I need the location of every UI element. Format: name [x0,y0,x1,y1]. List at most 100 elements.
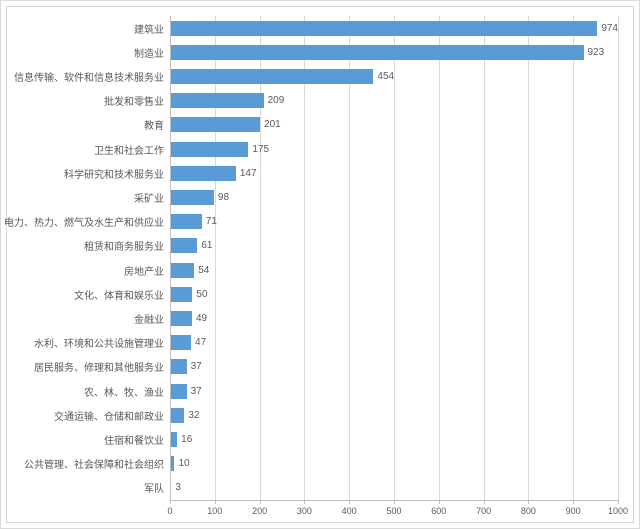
value-label: 175 [252,144,269,155]
bar-row: 房地产业54 [170,263,618,278]
value-label: 147 [240,168,257,179]
value-label: 10 [178,458,189,469]
bar-row: 制造业923 [170,45,618,60]
value-label: 201 [264,119,281,130]
gridline [484,16,485,500]
category-label: 文化、体育和娱乐业 [74,287,164,302]
gridline [304,16,305,500]
gridline [573,16,574,500]
bar [170,287,192,302]
bar-row: 教育201 [170,117,618,132]
category-label: 房地产业 [124,263,164,278]
bar [170,311,192,326]
gridline [215,16,216,500]
bar-row: 电力、热力、燃气及水生产和供应业71 [170,214,618,229]
bar-row: 交通运输、仓储和邮政业32 [170,408,618,423]
bar-row: 卫生和社会工作175 [170,142,618,157]
x-axis-line [170,500,618,501]
y-axis-line [170,16,171,500]
value-label: 47 [195,337,206,348]
category-label: 租赁和商务服务业 [84,238,164,253]
bar-row: 科学研究和技术服务业147 [170,166,618,181]
value-label: 923 [588,47,605,58]
value-label: 454 [377,71,394,82]
bar-row: 批发和零售业209 [170,93,618,108]
category-label: 住宿和餐饮业 [104,432,164,447]
x-tick-label: 200 [252,506,267,516]
category-label: 电力、热力、燃气及水生产和供应业 [4,214,164,229]
bar-row: 信息传输、软件和信息技术服务业454 [170,69,618,84]
gridline [439,16,440,500]
bar [170,93,264,108]
gridline [394,16,395,500]
bar [170,263,194,278]
gridline [528,16,529,500]
bar [170,214,202,229]
category-label: 农、林、牧、渔业 [84,384,164,399]
category-label: 卫生和社会工作 [94,142,164,157]
plot-area: 01002003004005006007008009001000建筑业974制造… [170,16,618,500]
value-label: 37 [191,361,202,372]
bar-row: 采矿业98 [170,190,618,205]
category-label: 交通运输、仓储和邮政业 [54,408,164,423]
bar-row: 文化、体育和娱乐业50 [170,287,618,302]
value-label: 16 [181,434,192,445]
value-label: 3 [175,482,181,493]
value-label: 61 [201,240,212,251]
x-tick-label: 100 [207,506,222,516]
bar [170,117,260,132]
bar [170,142,248,157]
bar-row: 公共管理、社会保障和社会组织10 [170,456,618,471]
category-label: 采矿业 [134,190,164,205]
x-tick-label: 700 [476,506,491,516]
value-label: 98 [218,192,229,203]
bar-row: 军队3 [170,480,618,495]
bar [170,45,584,60]
category-label: 金融业 [134,311,164,326]
bar [170,69,373,84]
value-label: 974 [601,23,618,34]
category-label: 水利、环境和公共设施管理业 [34,335,164,350]
category-label: 建筑业 [134,21,164,36]
value-label: 209 [268,95,285,106]
x-tick-mark [618,500,619,504]
horizontal-bar-chart: 01002003004005006007008009001000建筑业974制造… [0,0,640,529]
category-label: 教育 [144,117,164,132]
category-label: 居民服务、修理和其他服务业 [34,359,164,374]
x-tick-label: 900 [566,506,581,516]
bar-row: 建筑业974 [170,21,618,36]
category-label: 军队 [144,480,164,495]
x-tick-label: 0 [167,506,172,516]
bar-row: 水利、环境和公共设施管理业47 [170,335,618,350]
value-label: 54 [198,265,209,276]
bar [170,432,177,447]
x-tick-label: 800 [521,506,536,516]
category-label: 信息传输、软件和信息技术服务业 [14,69,164,84]
bar [170,335,191,350]
gridline [618,16,619,500]
category-label: 批发和零售业 [104,93,164,108]
value-label: 37 [191,386,202,397]
bar [170,238,197,253]
bar-row: 住宿和餐饮业16 [170,432,618,447]
bar [170,190,214,205]
value-label: 50 [196,289,207,300]
x-tick-label: 500 [386,506,401,516]
bar [170,21,597,36]
category-label: 科学研究和技术服务业 [64,166,164,181]
x-tick-label: 1000 [608,506,628,516]
gridline [349,16,350,500]
value-label: 32 [188,410,199,421]
bar [170,408,184,423]
category-label: 制造业 [134,45,164,60]
bar [170,384,187,399]
bar-row: 金融业49 [170,311,618,326]
bar-row: 租赁和商务服务业61 [170,238,618,253]
bar-row: 居民服务、修理和其他服务业37 [170,359,618,374]
bar-row: 农、林、牧、渔业37 [170,384,618,399]
x-tick-label: 600 [431,506,446,516]
category-label: 公共管理、社会保障和社会组织 [24,456,164,471]
x-tick-label: 400 [342,506,357,516]
bar [170,359,187,374]
x-tick-label: 300 [297,506,312,516]
